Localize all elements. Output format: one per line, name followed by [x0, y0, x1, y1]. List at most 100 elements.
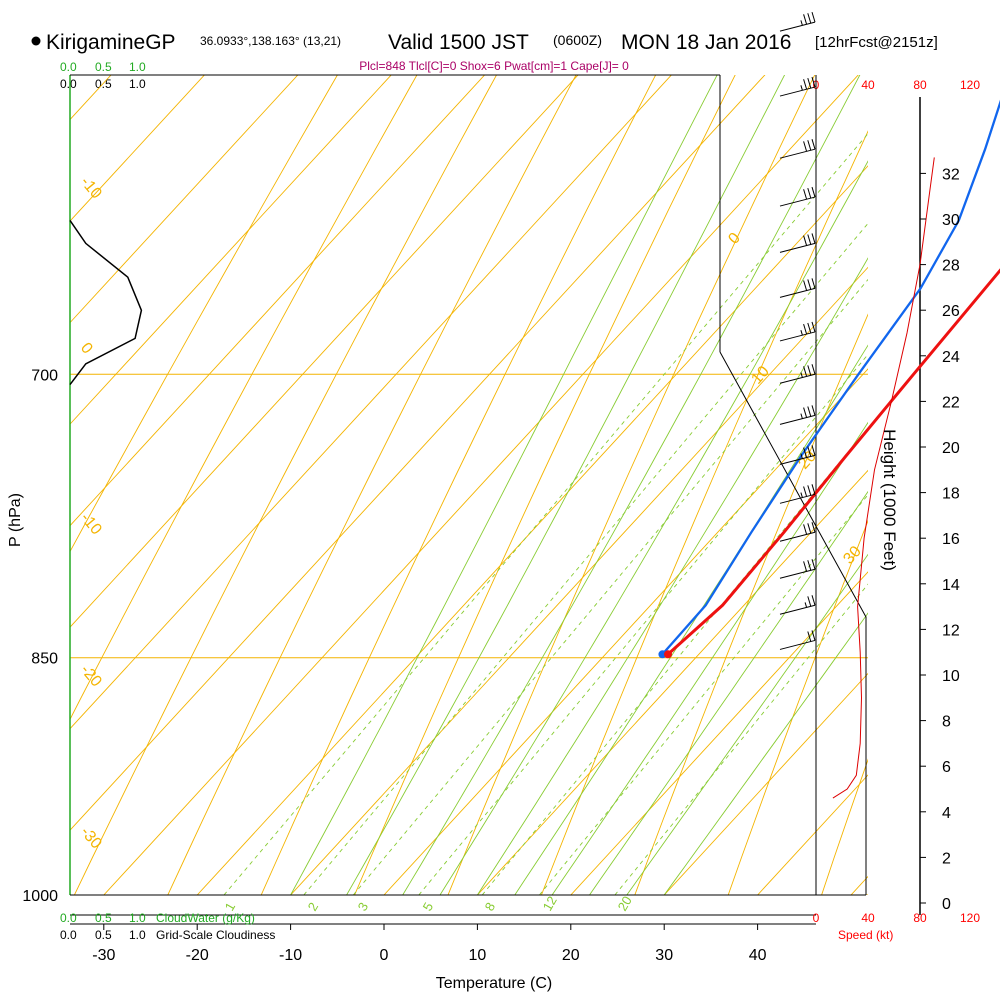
pressure-tick-label: 850 — [31, 651, 58, 668]
pressure-tick-label: 700 — [31, 367, 58, 384]
isotherm-label: 10 — [748, 363, 773, 388]
wind-barb-flag — [804, 79, 807, 89]
tick-label: 40 — [861, 78, 875, 92]
height-tick-label: 22 — [942, 394, 960, 411]
wind-barb-flag — [812, 139, 815, 149]
wind-barb-flag — [812, 12, 815, 22]
wind-barb-flag — [812, 187, 815, 197]
wind-barb-half — [801, 85, 803, 90]
bottom-cloudwater-scale: 0.0 0.5 1.0 CloudWater (g/Kg) — [60, 911, 255, 925]
tick-label: 0.5 — [95, 911, 112, 925]
height-tick-label: 28 — [942, 258, 960, 275]
moist-adiabat-line — [590, 0, 1000, 895]
x-axis-label: Temperature (C) — [436, 975, 552, 992]
wind-barb-staff — [780, 332, 815, 341]
wind-barb-staff — [780, 22, 815, 31]
cloudiness-label: Grid-Scale Cloudiness — [156, 928, 275, 942]
wind-barb-flag — [808, 188, 811, 198]
wind-barb — [780, 405, 815, 424]
frame-diagonal — [720, 352, 866, 895]
height-tick-label: 8 — [942, 714, 951, 731]
isotherm-label: 0 — [725, 230, 744, 248]
height-tick-label: 2 — [942, 850, 951, 867]
station-coords: 36.0933°,138.163° (13,21) — [200, 34, 341, 48]
wind-barb-flag — [804, 366, 807, 376]
tick-label: 1.0 — [129, 60, 146, 74]
wind-barb-flag — [804, 14, 807, 24]
wind-barb — [780, 630, 815, 649]
dry-adiabat-line — [355, 0, 1000, 895]
wind-barb-flag — [804, 281, 807, 291]
wind-barb-staff — [780, 415, 815, 424]
isotherm-line — [0, 0, 1000, 895]
height-tick-label: 32 — [942, 166, 960, 183]
tick-label: 0.5 — [95, 60, 112, 74]
temperature-tick-label: -30 — [92, 947, 115, 964]
moist-adiabat-line — [515, 0, 1000, 895]
temperature-tick-label: 20 — [562, 947, 580, 964]
isotherm-label: -30 — [77, 824, 105, 853]
wind-barb-flag — [808, 13, 811, 23]
valid-date: MON 18 Jan 2016 — [621, 31, 791, 54]
isotherm-line — [571, 0, 1000, 895]
wind-barb-flag — [812, 278, 815, 288]
height-tick-label: 0 — [942, 896, 951, 913]
tick-label: 0.0 — [60, 928, 77, 942]
wind-barb-flag — [804, 189, 807, 199]
mixing-ratio-label: 20 — [615, 893, 635, 913]
wind-barb-flag — [808, 140, 811, 150]
profiles — [70, 0, 1000, 658]
cloudwater-label: CloudWater (g/Kg) — [156, 911, 255, 925]
bottom-speed-scale: 0 40 80 120 Speed (kt) — [813, 911, 981, 942]
tick-label: 0.5 — [95, 928, 112, 942]
speed-label: Speed (kt) — [838, 928, 893, 942]
cloudiness-profile-line — [70, 220, 141, 384]
bottom-cloudiness-scale: 0.0 0.5 1.0 Grid-Scale Cloudiness — [60, 928, 275, 942]
mixing-ratio-label: 8 — [482, 900, 499, 914]
height-tick-label: 6 — [942, 759, 951, 776]
tick-label: 80 — [913, 78, 927, 92]
surface-temperature-marker — [664, 650, 672, 658]
wind-barb-flag — [804, 486, 807, 496]
wind-barb — [780, 595, 815, 614]
wind-barb-flag — [808, 485, 811, 495]
tick-label: 1.0 — [129, 911, 146, 925]
wind-barb — [780, 559, 815, 578]
temperature-tick-label: 0 — [380, 947, 389, 964]
height-tick-label: 16 — [942, 531, 960, 548]
station-name: KirigamineGP — [46, 31, 176, 54]
tick-label: 0.0 — [60, 911, 77, 925]
temperature-tick-label: -10 — [279, 947, 302, 964]
tick-label: 0.0 — [60, 77, 77, 91]
pressure-tick-label: 1000 — [22, 888, 58, 905]
y-axis-label: P (hPa) — [7, 493, 24, 547]
mixing-ratio-label: 12 — [540, 893, 560, 913]
dry-adiabat-line — [541, 0, 1000, 895]
tick-label: 0.5 — [95, 77, 112, 91]
forecast-info: [12hrFcst@2151z] — [815, 34, 938, 51]
mixing-ratio-label: 5 — [420, 900, 437, 914]
wind-section — [780, 0, 934, 798]
isotherm-label: 0 — [77, 340, 96, 358]
stability-indices: Plcl=848 Tlcl[C]=0 Shox=6 Pwat[cm]=1 Cap… — [359, 59, 629, 73]
dry-adiabat-line — [168, 0, 1000, 895]
moist-adiabat-line — [403, 0, 1000, 895]
wind-barb — [780, 187, 815, 206]
wind-barb-half — [801, 330, 803, 335]
wind-barb — [780, 12, 815, 31]
height-tick-label: 20 — [942, 440, 960, 457]
wind-barb-half — [805, 602, 807, 607]
tick-label: 120 — [960, 911, 980, 925]
height-tick-label: 24 — [942, 349, 960, 366]
dry-adiabat-line — [822, 0, 1000, 895]
mixing-ratio-line — [353, 0, 1000, 895]
moist-adiabat-line — [552, 0, 1000, 895]
tick-label: 40 — [861, 911, 875, 925]
wind-barb-flag — [808, 523, 811, 533]
wind-barb-half — [801, 493, 803, 498]
height-tick-label: 18 — [942, 486, 960, 503]
wind-barb-flag — [804, 324, 807, 334]
